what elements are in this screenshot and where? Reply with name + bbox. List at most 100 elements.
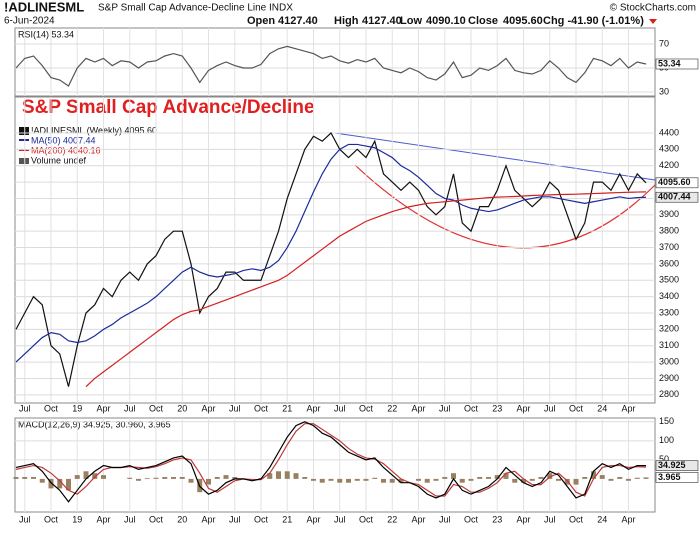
y-tick-label: 3500	[659, 275, 679, 285]
x-tick-label: Apr	[201, 514, 215, 524]
x-tick-label: Oct	[44, 403, 59, 413]
histogram-bar	[57, 478, 63, 489]
series-line	[15, 143, 647, 363]
y-tick-label: 3100	[659, 340, 679, 350]
histogram-bar	[459, 478, 465, 483]
quote-high: 4127.40	[362, 15, 402, 27]
y-tick-label: 3200	[659, 324, 679, 334]
x-tick-label: 20	[177, 514, 187, 524]
histogram-bar	[284, 471, 290, 479]
x-tick-label: Jul	[124, 514, 136, 524]
y-tick-label: 4400	[659, 127, 679, 137]
symbol: !ADLINESML	[4, 0, 84, 14]
histogram-bar	[424, 478, 430, 483]
histogram-bar	[538, 476, 544, 479]
x-tick-label: Jul	[544, 514, 556, 524]
y-tick-label: 3300	[659, 307, 679, 317]
down-arrow	[649, 19, 657, 24]
histogram-bar	[223, 475, 229, 479]
x-tick-label: 21	[282, 403, 292, 413]
quote-open: 4127.40	[278, 15, 318, 27]
histogram-bar	[521, 478, 526, 483]
y-tick-label: 2800	[659, 389, 679, 399]
histogram-bar	[101, 475, 106, 479]
y-tick-label: 3700	[659, 242, 679, 252]
x-tick-label: Apr	[621, 403, 635, 413]
histogram-bar	[206, 478, 211, 485]
legend-ma200: MA(200) 4040.16	[31, 145, 101, 155]
x-tick-label: Jul	[124, 403, 136, 413]
histogram-bar	[293, 473, 299, 479]
histogram-bar	[512, 478, 518, 483]
x-tick-label: 19	[72, 514, 82, 524]
histogram-bar	[39, 478, 45, 483]
histogram-bar	[267, 473, 273, 479]
x-tick-label: Apr	[96, 514, 110, 524]
legend-rsi: RSI(14) 53.34	[18, 29, 74, 39]
histogram-bar	[372, 477, 378, 479]
x-tick-label: 23	[492, 403, 502, 413]
legend-volume: Volume undef	[31, 155, 87, 165]
histogram-bar	[354, 478, 360, 481]
histogram-bar	[337, 478, 343, 483]
series-line	[85, 191, 647, 388]
histogram-bar	[442, 476, 448, 479]
y-tick-label: 30	[659, 86, 669, 96]
y-tick-label: 4300	[659, 144, 679, 154]
histogram-bar	[346, 478, 351, 483]
x-tick-label: Apr	[306, 514, 320, 524]
y-tick-label: 3600	[659, 258, 679, 268]
y-tick-label: 2900	[659, 373, 679, 383]
y-tick-label: 70	[659, 38, 669, 48]
histogram-bar	[389, 478, 395, 483]
value-label-box	[655, 472, 699, 483]
legend-macd: MACD(12,26,9) 34.925, 30.960, 3.965	[18, 419, 171, 429]
x-tick-label: Oct	[569, 514, 584, 524]
x-tick-label: 22	[387, 403, 397, 413]
histogram-bar	[381, 478, 386, 483]
trendline	[334, 132, 656, 181]
x-tick-label: Oct	[44, 514, 59, 524]
x-tick-label: Apr	[306, 403, 320, 413]
histogram-bar	[214, 476, 220, 479]
y-tick-label: 100	[659, 435, 674, 445]
histogram-bar	[617, 476, 623, 479]
series-line	[15, 421, 647, 503]
histogram-bar	[591, 471, 596, 479]
histogram-bar	[556, 478, 561, 481]
x-tick-label: 21	[282, 514, 292, 524]
y-tick-label: 3800	[659, 226, 679, 236]
quote-low-label: Low	[400, 15, 422, 27]
x-tick-label: Jul	[19, 514, 31, 524]
histogram-bar	[433, 478, 439, 481]
legend-swatch	[19, 158, 29, 164]
x-tick-label: Jul	[439, 403, 451, 413]
histogram-bar	[529, 478, 535, 481]
histogram-bar	[31, 476, 36, 479]
value-label-box	[655, 177, 699, 189]
histogram-bar	[276, 471, 281, 479]
rsi-panel	[14, 27, 656, 97]
legend-price: !ADLINESML (Weekly) 4095.60	[31, 125, 157, 135]
x-tick-label: Oct	[359, 403, 374, 413]
histogram-bar	[416, 478, 421, 481]
histogram-bar	[232, 476, 238, 479]
y-tick-label: 4200	[659, 160, 679, 170]
y-tick-label: 50	[659, 454, 669, 464]
histogram-bar	[582, 476, 588, 479]
histogram-bar	[599, 475, 605, 479]
quote-high-label: High	[334, 15, 359, 27]
quote-close: 4095.60	[503, 15, 543, 27]
y-tick-label: 3400	[659, 291, 679, 301]
y-tick-label: 3900	[659, 209, 679, 219]
histogram-bar	[83, 471, 89, 479]
y-tick-label: 150	[659, 416, 674, 426]
histogram-bar	[319, 478, 325, 483]
value-label-box	[655, 460, 699, 471]
x-tick-label: Apr	[621, 514, 635, 524]
value-label: 53.34	[658, 58, 681, 68]
x-tick-label: Oct	[254, 514, 269, 524]
histogram-bar	[363, 478, 369, 481]
